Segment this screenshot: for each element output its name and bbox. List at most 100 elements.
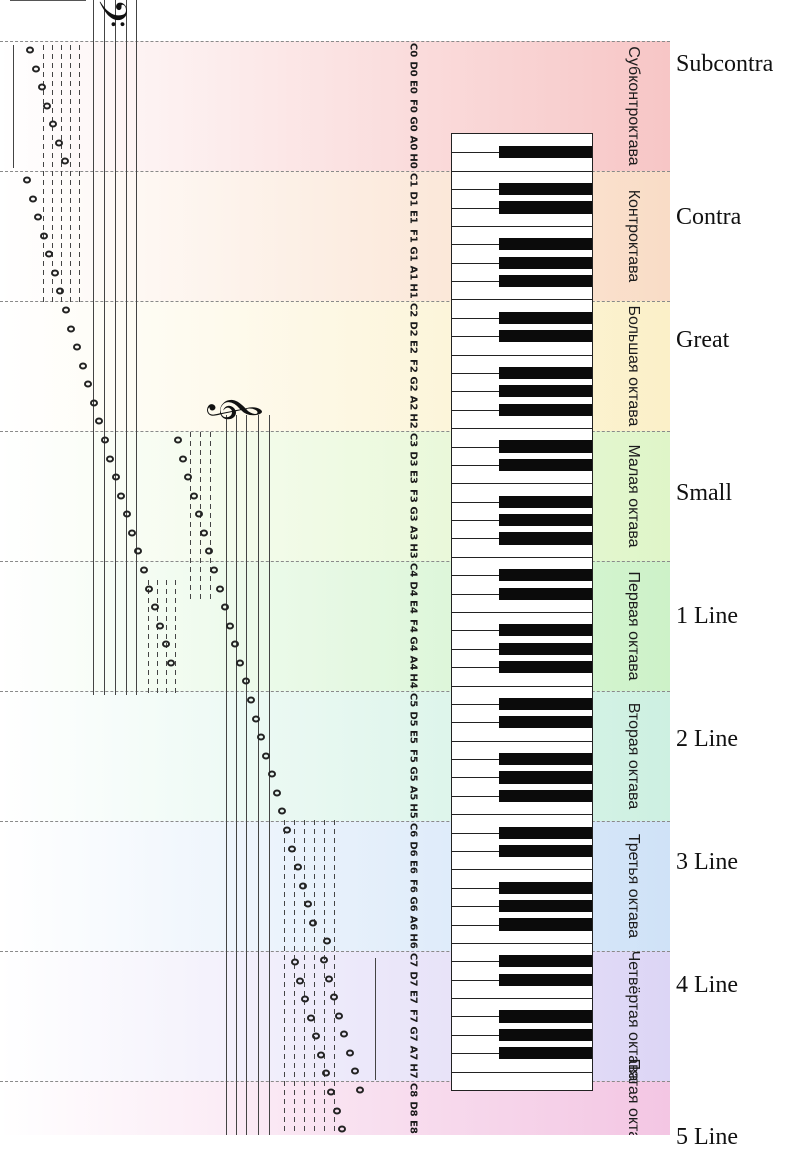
- ledger-dash: [324, 856, 325, 861]
- ledger-dash: [70, 162, 71, 167]
- ledger-dash: [190, 594, 191, 599]
- ledger-dash: [314, 847, 315, 852]
- whole-note-icon: [324, 975, 333, 983]
- whole-note-icon: [34, 213, 43, 221]
- black-key: [499, 973, 592, 986]
- treble-staff-line: [258, 415, 259, 1135]
- octave-label-en: 1 Line: [676, 603, 738, 629]
- black-key: [499, 238, 592, 251]
- octave-divider: [0, 431, 670, 432]
- white-key-divider: [452, 170, 592, 172]
- ledger-dash: [334, 1054, 335, 1059]
- ledger-dash: [200, 576, 201, 581]
- ledger-dash: [175, 580, 176, 585]
- note-name-text: G4: [407, 636, 419, 652]
- ledger-dash: [334, 910, 335, 915]
- bass-staff-line: [104, 0, 105, 695]
- ledger-dash: [175, 625, 176, 630]
- ledger-dash: [284, 1009, 285, 1014]
- ledger-dash: [284, 901, 285, 906]
- ledger-dash: [61, 279, 62, 284]
- ledger-dash: [157, 580, 158, 585]
- whole-note-icon: [84, 380, 93, 388]
- ledger-dash: [70, 252, 71, 257]
- ledger-dash: [284, 856, 285, 861]
- ledger-dash: [43, 243, 44, 248]
- ledger-dash: [324, 892, 325, 897]
- ledger-dash: [70, 216, 71, 221]
- black-key: [499, 624, 592, 637]
- ledger-dash: [200, 504, 201, 509]
- note-name-text: C7: [407, 952, 419, 968]
- whole-note-icon: [37, 83, 46, 91]
- ledger-dash: [284, 1054, 285, 1059]
- note-name-text: C3: [407, 432, 419, 448]
- ledger-dash: [148, 580, 149, 585]
- ledger-dash: [314, 991, 315, 996]
- ledger-dash: [52, 63, 53, 68]
- octave-label-ru-text: Малая октава: [625, 444, 642, 548]
- ledger-dash: [284, 1126, 285, 1131]
- black-key: [499, 366, 592, 380]
- ledger-dash: [52, 90, 53, 95]
- white-key-divider: [452, 428, 592, 430]
- ledger-dash: [210, 432, 211, 437]
- whole-note-icon: [296, 977, 305, 985]
- ledger-dash: [294, 991, 295, 996]
- whole-note-icon: [174, 436, 182, 444]
- ledger-dash: [166, 679, 167, 684]
- ledger-dash: [294, 928, 295, 933]
- ledger-dash: [334, 865, 335, 870]
- ledger-dash: [334, 946, 335, 951]
- note-name-text: C0: [407, 42, 419, 58]
- octave-shift-line: [375, 958, 376, 1080]
- ledger-dash: [294, 1081, 295, 1086]
- ledger-dash: [43, 180, 44, 185]
- ledger-dash: [334, 901, 335, 906]
- ledger-dash: [314, 1027, 315, 1032]
- ledger-dash: [166, 670, 167, 675]
- black-key: [499, 311, 592, 324]
- ledger-dash: [324, 1081, 325, 1086]
- ledger-dash: [61, 171, 62, 176]
- whole-note-icon: [26, 46, 34, 54]
- ledger-dash: [157, 616, 158, 621]
- ledger-dash: [43, 162, 44, 167]
- ledger-dash: [70, 171, 71, 176]
- whole-note-icon: [78, 362, 87, 370]
- ledger-dash: [294, 1099, 295, 1104]
- ledger-dash: [294, 937, 295, 942]
- ledger-dash: [314, 1054, 315, 1059]
- whole-note-icon: [291, 958, 299, 966]
- ledger-dash: [304, 1018, 305, 1023]
- white-key-divider: [452, 225, 592, 227]
- note-name-text: C8: [407, 1082, 419, 1098]
- whole-note-icon: [184, 473, 193, 481]
- black-key: [499, 826, 592, 839]
- white-key-divider: [452, 740, 592, 742]
- whole-note-icon: [89, 399, 98, 407]
- ledger-dash: [304, 1045, 305, 1050]
- ledger-dash: [79, 63, 80, 68]
- ledger-dash: [324, 1090, 325, 1095]
- ledger-dash: [284, 1099, 285, 1104]
- octave-label-ru-text: Субконтроктава: [625, 46, 642, 166]
- ledger-dash: [43, 90, 44, 95]
- ledger-dash: [175, 661, 176, 666]
- ledger-dash: [200, 567, 201, 572]
- ledger-dash: [200, 540, 201, 545]
- octave-label-en: 4 Line: [676, 972, 738, 998]
- white-key-divider: [452, 556, 592, 558]
- ledger-dash: [314, 820, 315, 825]
- ledger-dash: [294, 1009, 295, 1014]
- whole-note-icon: [340, 1030, 349, 1038]
- ledger-dash: [334, 955, 335, 960]
- ledger-dash: [52, 126, 53, 131]
- ledger-dash: [61, 162, 62, 167]
- ledger-dash: [70, 189, 71, 194]
- ledger-dash: [334, 1045, 335, 1050]
- whole-note-icon: [194, 510, 203, 518]
- note-name-text: C2: [407, 302, 419, 318]
- note-name-text: E1: [407, 210, 419, 225]
- ledger-dash: [324, 901, 325, 906]
